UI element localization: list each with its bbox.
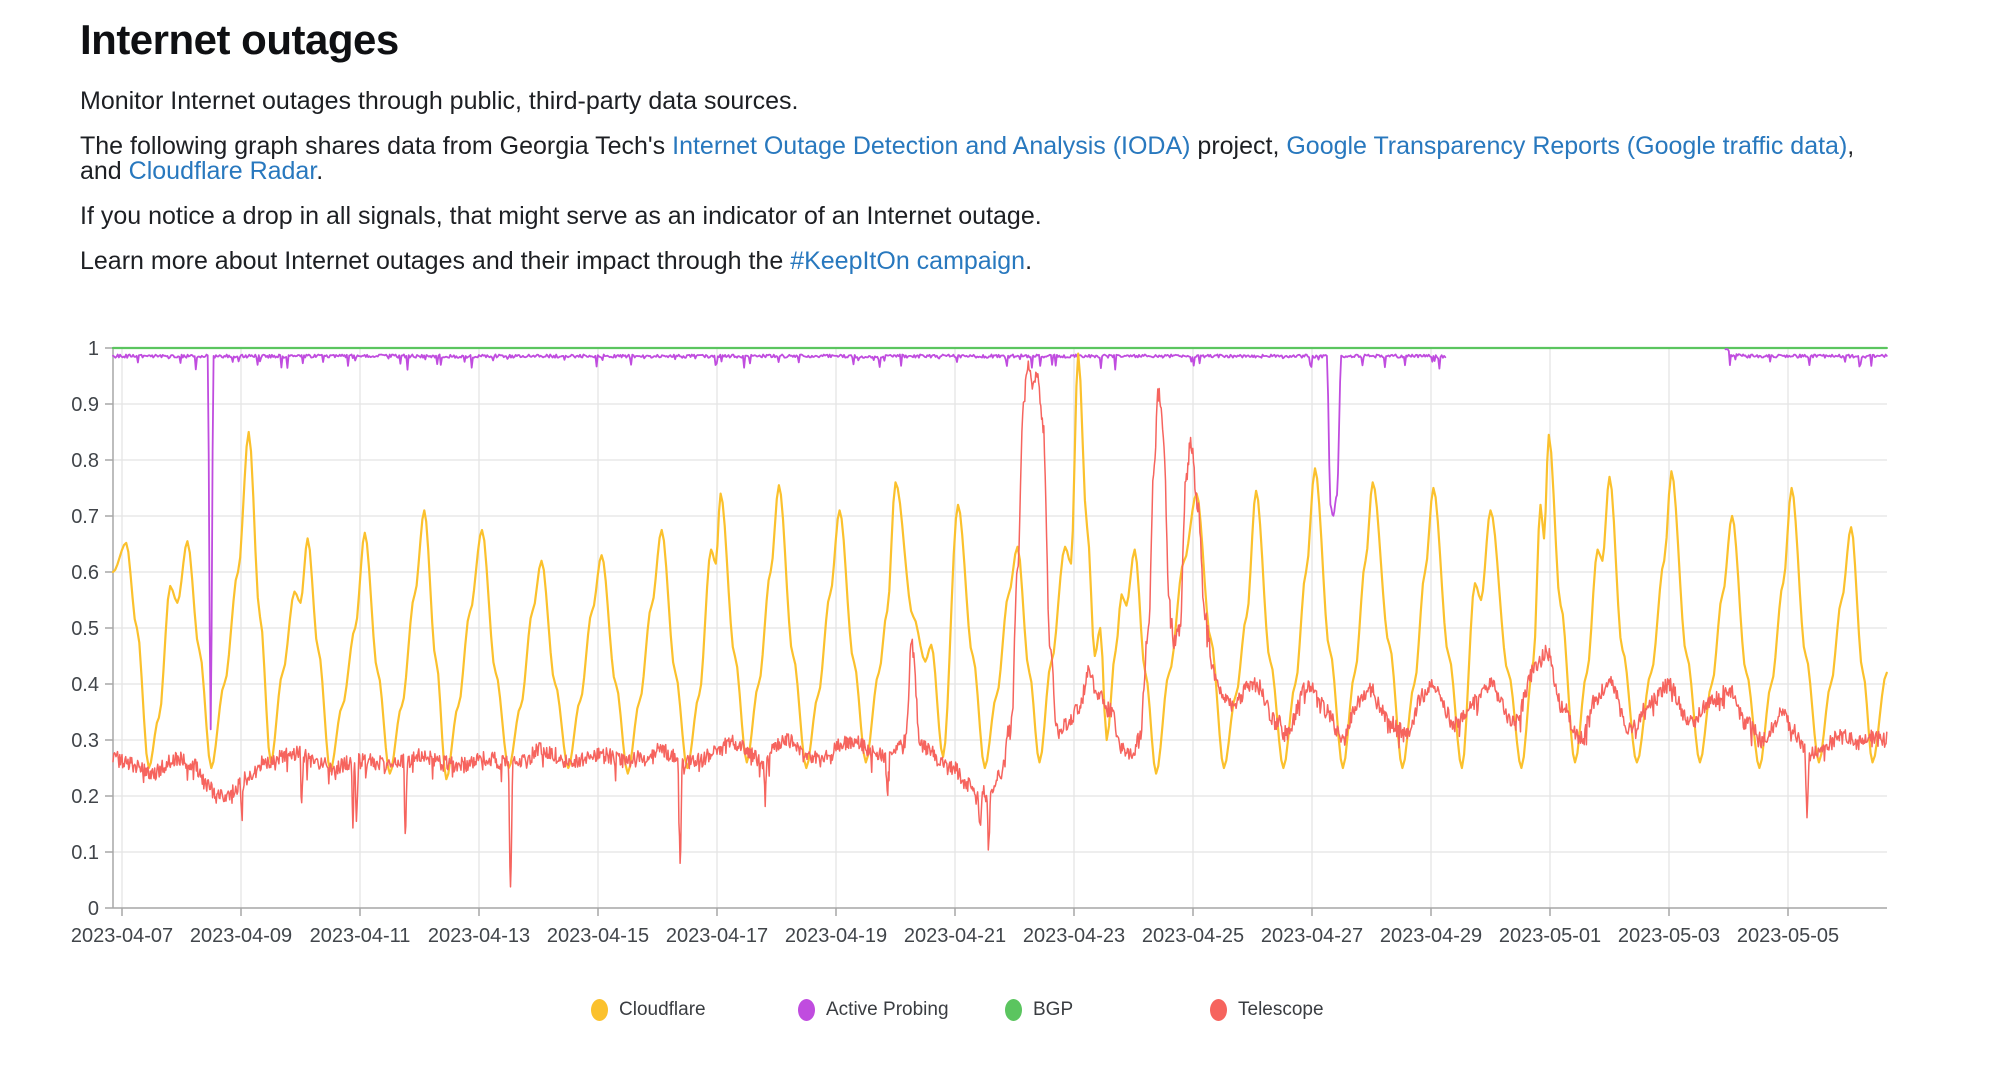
y-axis-label: 0 — [88, 898, 99, 920]
x-axis-label: 2023-05-01 — [1499, 925, 1601, 947]
google-transparency-link[interactable]: Google Transparency Reports (Google traf… — [1286, 132, 1848, 160]
x-axis-label: 2023-04-27 — [1261, 925, 1363, 947]
y-axis-label: 0.4 — [71, 674, 99, 696]
legend-label: Active Probing — [826, 999, 949, 1020]
legend-label: Telescope — [1238, 999, 1324, 1020]
paragraph-text: If you notice a drop in all signals, tha… — [80, 202, 1042, 230]
x-axis-label: 2023-05-05 — [1737, 925, 1839, 947]
legend-marker-icon — [591, 999, 608, 1021]
y-axis-label: 0.5 — [71, 618, 99, 640]
x-axis-label: 2023-04-17 — [666, 925, 768, 947]
paragraph-text: The following graph shares data from Geo… — [80, 132, 673, 160]
x-axis-label: 2023-04-11 — [310, 925, 411, 947]
paragraph-text: . — [316, 157, 324, 185]
y-axis-label: 1 — [88, 338, 99, 360]
series-cloudflare-line — [111, 352, 1888, 781]
legend-label: Cloudflare — [619, 999, 706, 1020]
series-telescope-line — [112, 360, 1888, 888]
chart-legend: Cloudflare Active Probing BGP Telescope — [0, 999, 1999, 1029]
x-axis-label: 2023-04-21 — [904, 925, 1006, 947]
x-axis-label: 2023-04-13 — [428, 925, 530, 947]
y-axis-label: 0.3 — [71, 730, 99, 752]
x-axis-label: 2023-04-23 — [1023, 925, 1125, 947]
page-title: Internet outages — [80, 16, 399, 63]
paragraph-text: . — [1025, 247, 1033, 275]
y-axis-label: 0.9 — [71, 394, 99, 416]
y-axis-label: 0.7 — [71, 506, 99, 528]
x-axis-label: 2023-04-19 — [785, 925, 887, 947]
y-axis-label: 0.6 — [71, 562, 99, 584]
intro-paragraph: If you notice a drop in all signals, tha… — [80, 204, 1880, 229]
legend-marker-icon — [798, 999, 815, 1021]
x-axis-label: 2023-05-03 — [1618, 925, 1720, 947]
series-active-probing-line — [1724, 348, 1888, 368]
x-axis-label: 2023-04-07 — [71, 925, 173, 947]
intro-paragraphs: Monitor Internet outages through public,… — [80, 89, 1880, 294]
x-axis-label: 2023-04-29 — [1380, 925, 1482, 947]
paragraph-text: project, — [1190, 132, 1287, 160]
paragraph-text: , and — [80, 132, 1855, 185]
y-axis-label: 0.1 — [71, 842, 99, 864]
y-axis-label: 0.8 — [71, 450, 99, 472]
ioda-link[interactable]: Internet Outage Detection and Analysis (… — [672, 132, 1191, 160]
cloudflare-radar-link[interactable]: Cloudflare Radar — [128, 157, 317, 185]
paragraph-text: Learn more about Internet outages and th… — [80, 247, 791, 275]
legend-item-bgp[interactable]: BGP — [1005, 999, 1073, 1021]
x-axis-label: 2023-04-09 — [190, 925, 292, 947]
legend-marker-icon — [1005, 999, 1022, 1021]
paragraph-text: Monitor Internet outages through public,… — [80, 87, 799, 115]
y-axis-label: 0.2 — [71, 786, 99, 808]
legend-marker-icon — [1210, 999, 1227, 1021]
series-active-probing-line — [112, 353, 1447, 731]
legend-item-cloudflare[interactable]: Cloudflare — [591, 999, 706, 1021]
intro-paragraph: The following graph shares data from Geo… — [80, 134, 1880, 184]
intro-paragraph: Monitor Internet outages through public,… — [80, 89, 1880, 114]
x-axis-label: 2023-04-25 — [1142, 925, 1244, 947]
intro-paragraph: Learn more about Internet outages and th… — [80, 249, 1880, 274]
x-axis-label: 2023-04-15 — [547, 925, 649, 947]
legend-item-active-probing[interactable]: Active Probing — [798, 999, 949, 1021]
legend-item-telescope[interactable]: Telescope — [1210, 999, 1324, 1021]
keepiton-link[interactable]: #KeepItOn campaign — [790, 247, 1026, 275]
legend-label: BGP — [1033, 999, 1074, 1020]
